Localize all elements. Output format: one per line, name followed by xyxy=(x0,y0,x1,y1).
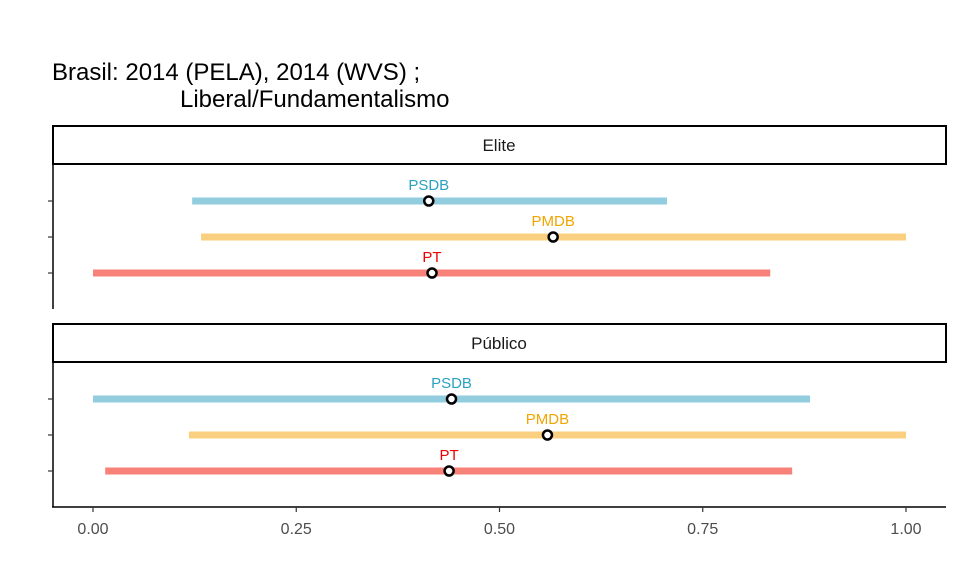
series-label-psdb: PSDB xyxy=(408,177,449,194)
x-tick-label: 0.00 xyxy=(77,521,108,538)
mean-point-pmdb xyxy=(541,429,554,441)
panel-0: Elite PSDB PMDB PT xyxy=(48,125,947,309)
mean-point-psdb xyxy=(445,393,458,405)
series-label-pmdb: PMDB xyxy=(531,213,574,230)
chart-title-line-1: Brasil: 2014 (PELA), 2014 (WVS) ; xyxy=(52,59,420,86)
series-label-pt: PT xyxy=(422,249,441,266)
mean-point-pt xyxy=(443,465,455,477)
mean-point-pmdb xyxy=(547,231,559,243)
x-tick-label: 1.00 xyxy=(890,521,921,538)
plot-area: Elite PSDB PMDB PT Público 0.00 0.25 0.50 0.75 1.… xyxy=(48,125,947,538)
x-tick-label: 0.25 xyxy=(281,521,312,538)
mean-point-pt xyxy=(426,267,438,279)
series-label-pmdb: PMDB xyxy=(526,411,569,428)
mean-point-psdb xyxy=(423,195,435,207)
strip-box xyxy=(52,323,947,363)
series-label-psdb: PSDB xyxy=(431,375,472,392)
strip-label: Elite xyxy=(482,136,515,155)
x-tick-label: 0.50 xyxy=(484,521,515,538)
panel-1: Público 0.00 0.25 0.50 0.75 1.00 PSDB PMDB PT xyxy=(48,323,947,538)
series-label-pt: PT xyxy=(440,447,459,464)
strip-box xyxy=(52,125,947,165)
strip-label: Público xyxy=(471,334,527,353)
chart-title-line-2: Liberal/Fundamentalismo xyxy=(180,86,449,113)
x-tick-label: 0.75 xyxy=(687,521,718,538)
